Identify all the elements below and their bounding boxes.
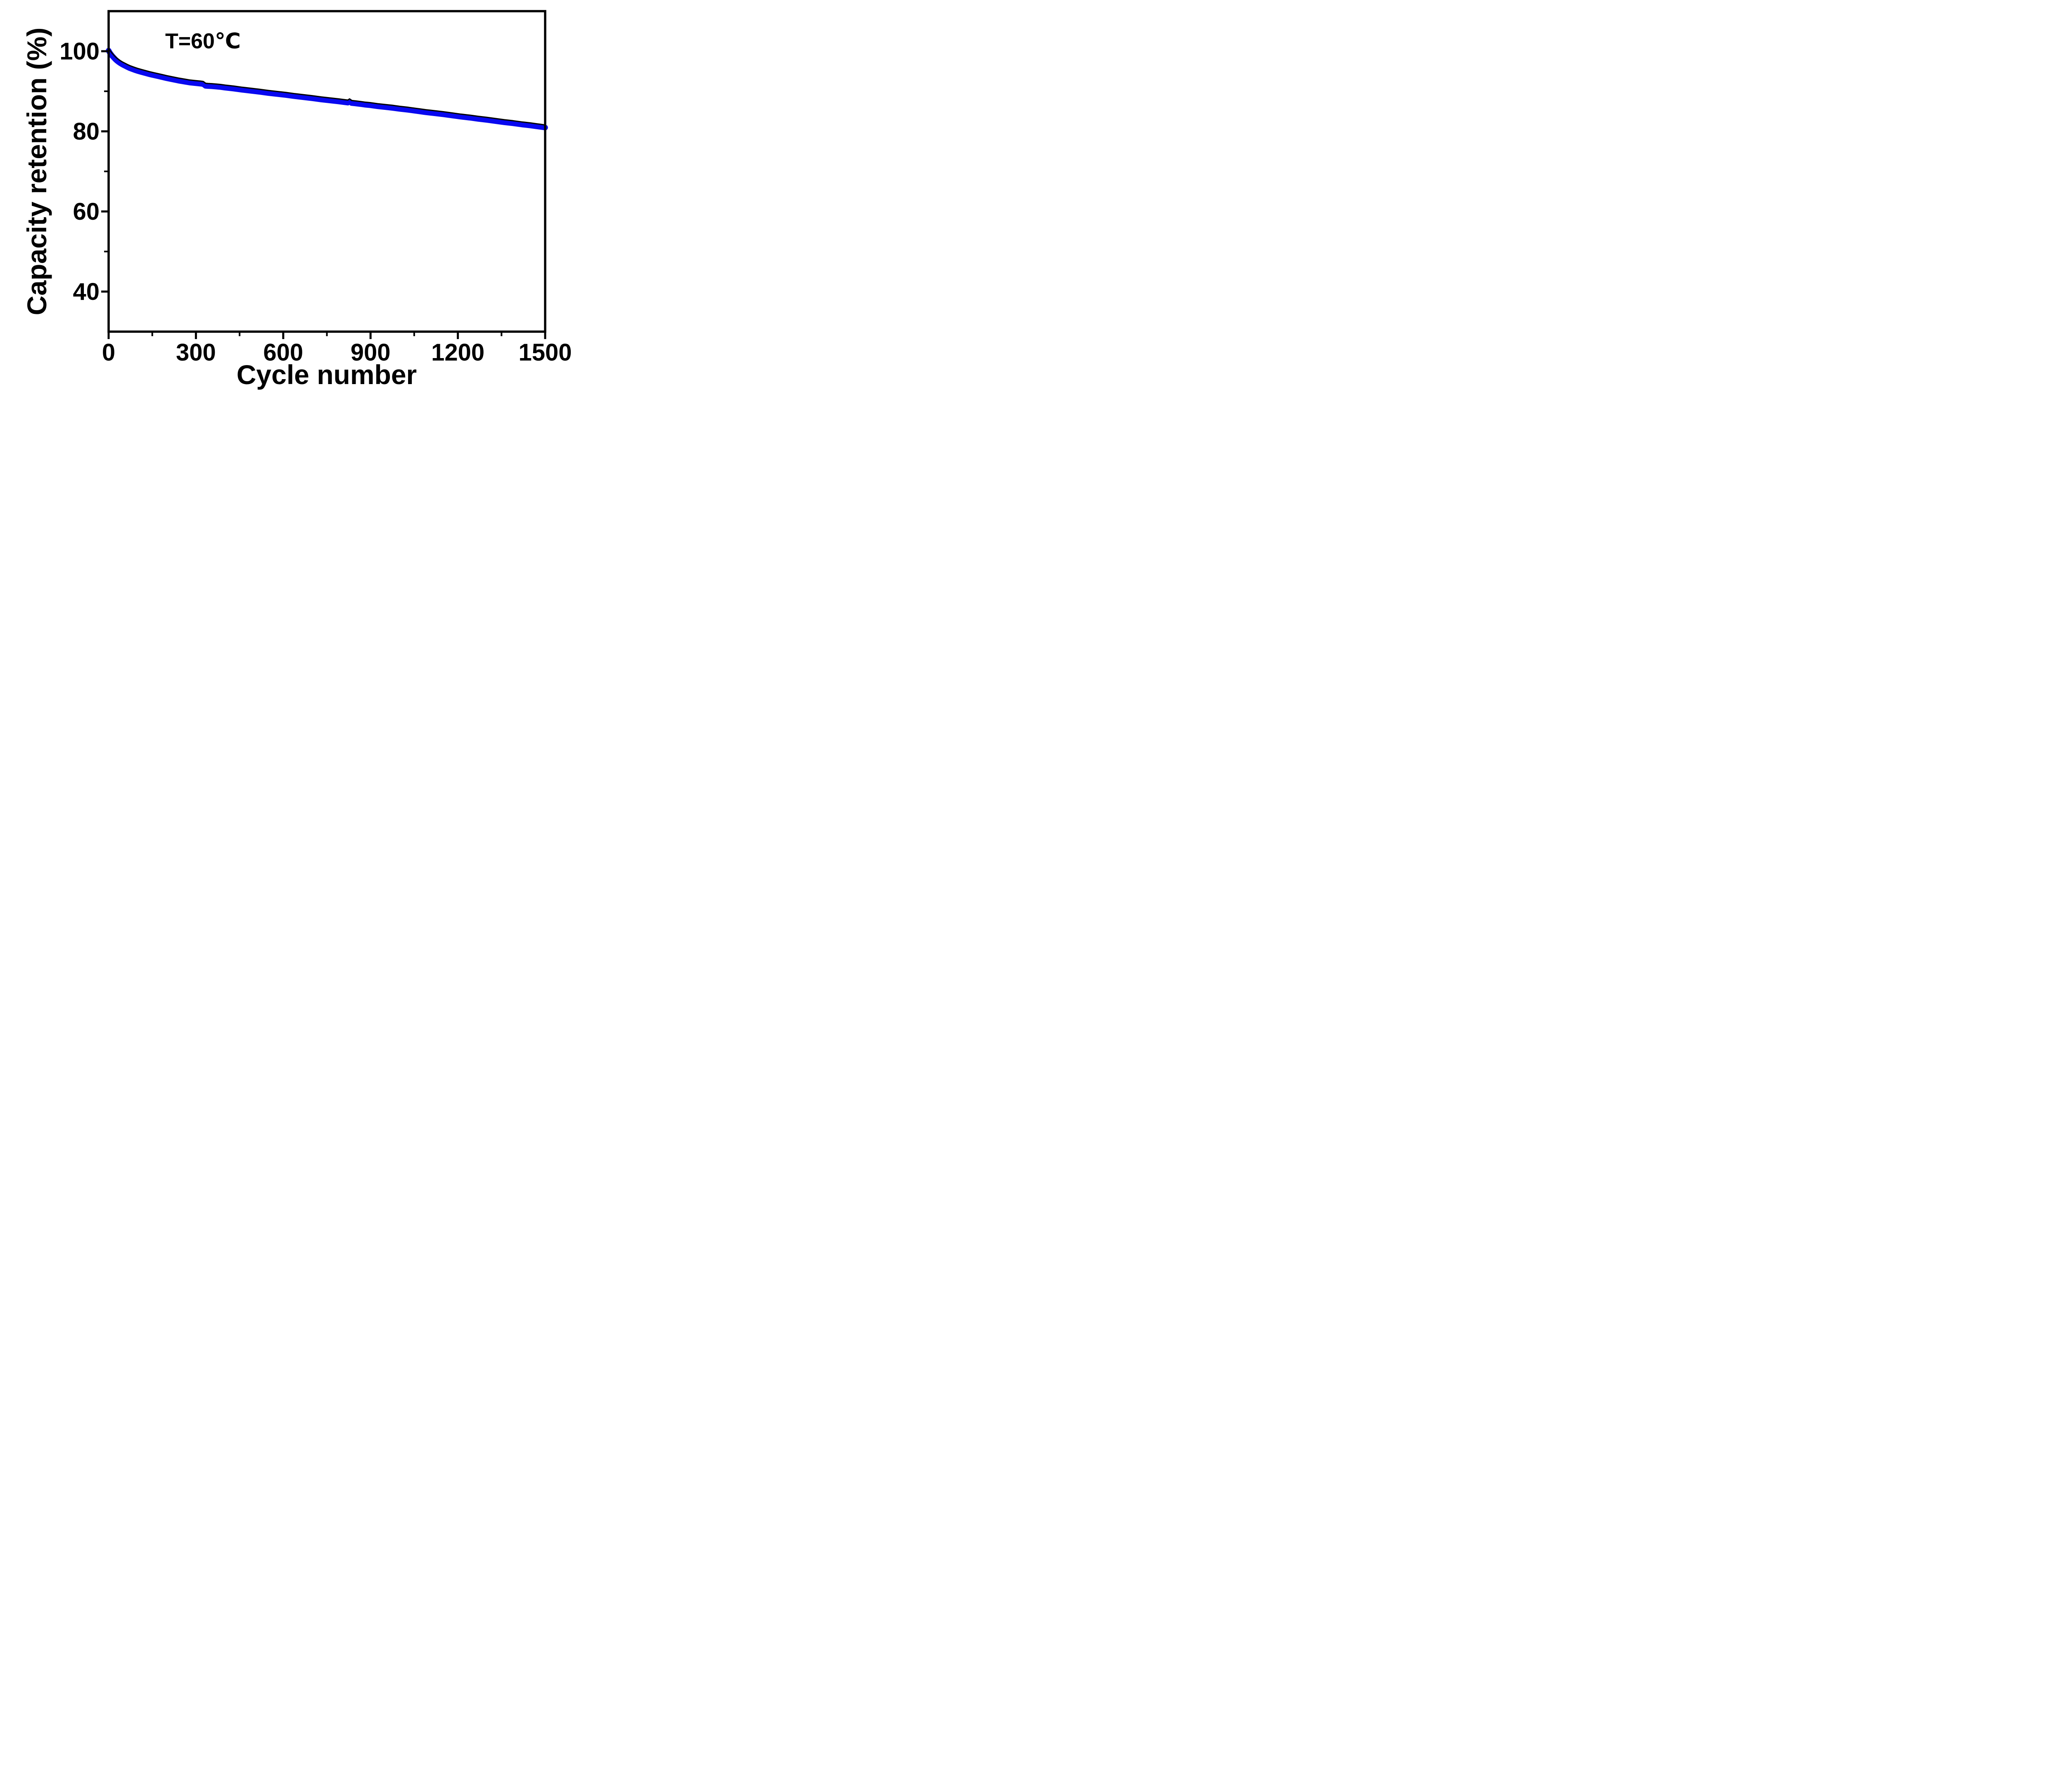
x-tick-label: 1500 <box>518 339 572 366</box>
temperature-annotation: T=60℃ <box>165 29 241 53</box>
retention-curve-blue-band <box>106 47 548 131</box>
tick-layer <box>101 50 546 339</box>
capacity-retention-chart: 40 60 80 100 0 300 600 900 1200 1500 Cycle number… <box>21 10 572 390</box>
plot-frame <box>107 10 546 333</box>
y-tick-label: 100 <box>59 38 100 65</box>
y-tick-label: 80 <box>73 118 100 145</box>
x-tick-label: 600 <box>263 339 303 366</box>
x-tick-label: 1200 <box>431 339 484 366</box>
x-tick-label: 900 <box>351 339 391 366</box>
chart-figure: 40 60 80 100 0 300 600 900 1200 1500 Cycle number… <box>0 0 638 406</box>
y-tick-label: 40 <box>73 278 100 305</box>
curve-layer <box>106 47 548 131</box>
tick-label-layer: 40 60 80 100 0 300 600 900 1200 1500 <box>59 38 572 366</box>
retention-curve-black-edge <box>108 47 546 126</box>
y-axis-title: Capacity retention (%) <box>21 28 52 316</box>
x-tick-label: 300 <box>176 339 216 366</box>
x-axis-title: Cycle number <box>237 359 417 390</box>
y-tick-label: 60 <box>73 198 100 225</box>
x-tick-label: 0 <box>102 339 115 366</box>
